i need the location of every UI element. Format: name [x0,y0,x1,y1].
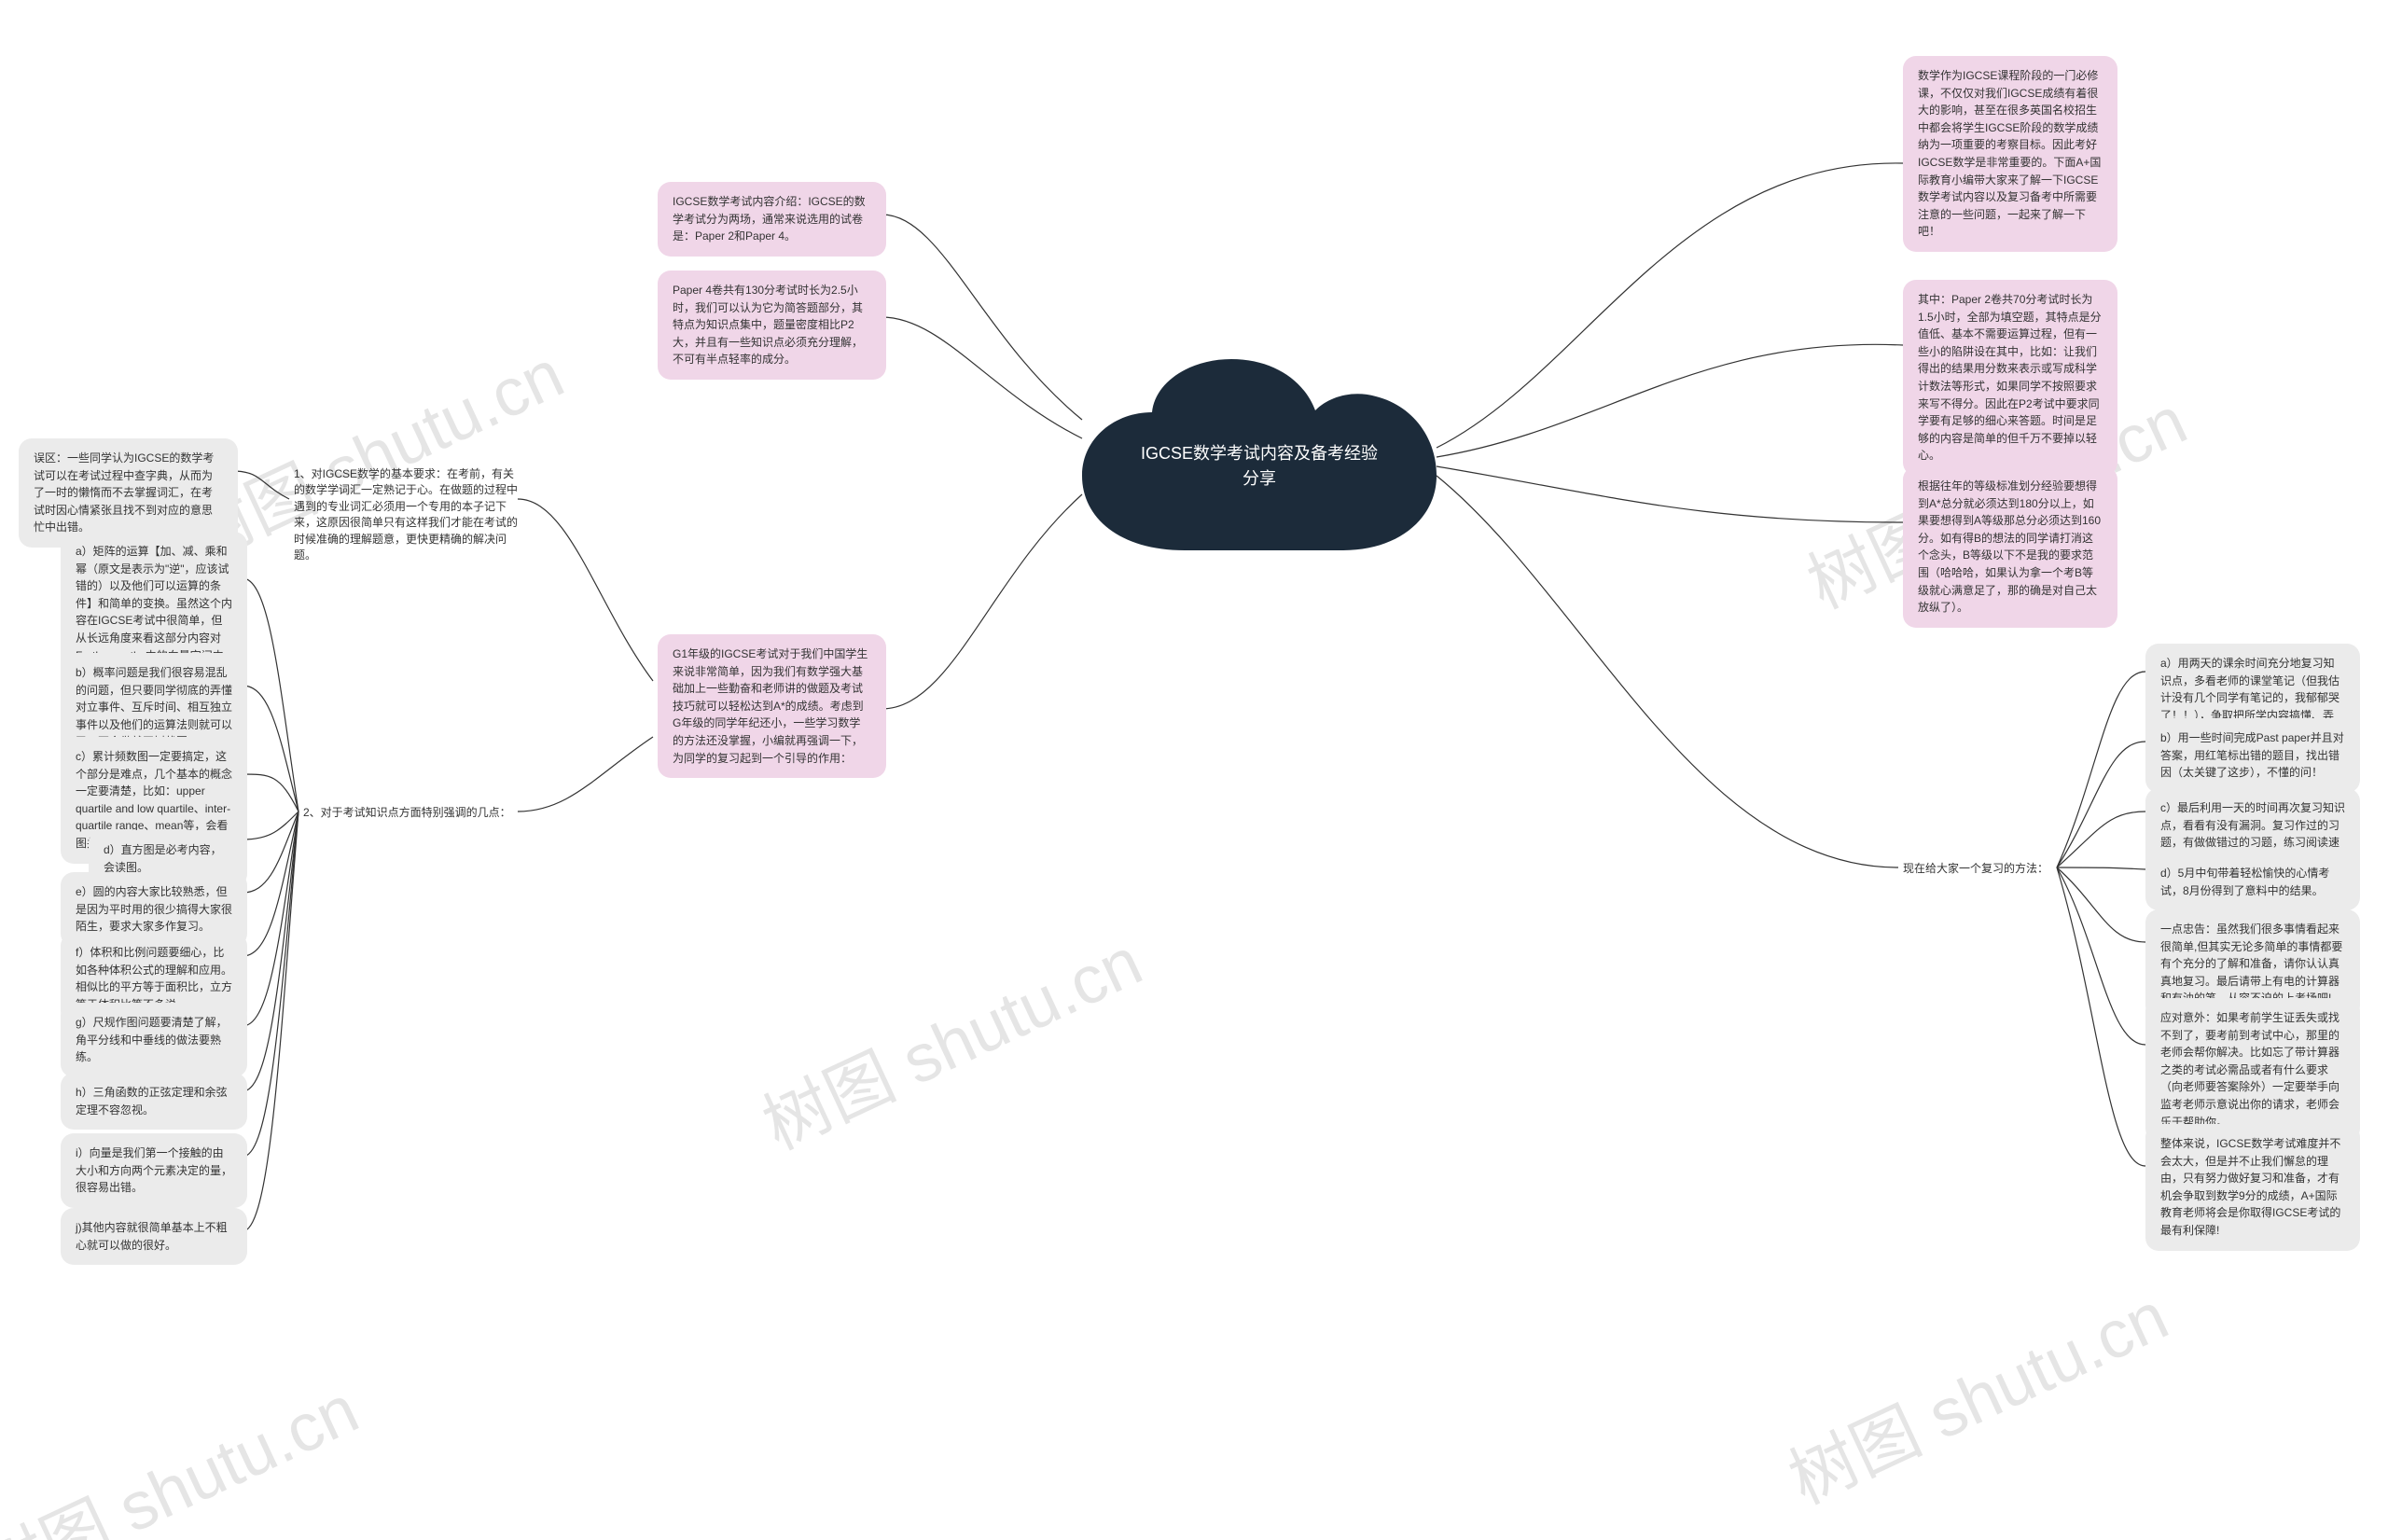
node-method-b: b）用一些时间完成Past paper并且对答案，用红笔标出错的题目，找出错因（… [2145,718,2360,793]
node-right-intro: 数学作为IGCSE课程阶段的一门必修课，不仅仅对我们IGCSE成绩有着很大的影响… [1903,56,2117,252]
node-point-i: i）向量是我们第一个接触的由大小和方向两个元素决定的量，很容易出错。 [61,1133,247,1208]
node-intro: IGCSE数学考试内容介绍：IGCSE的数学考试分为两场，通常来说选用的试卷是：… [658,182,886,257]
node-right-paper2: 其中：Paper 2卷共70分考试时长为1.5小时，全部为填空题，其特点是分值低… [1903,280,2117,476]
node-paper4: Paper 4卷共有130分考试时长为2.5小时，我们可以认为它为简答题部分，其… [658,271,886,380]
label-requirement: 1、对IGCSE数学的基本要求：在考前，有关的数学学词汇一定熟记于心。在做题的过… [294,466,522,563]
node-method-summary: 整体来说，IGCSE数学考试难度并不会太大，但是并不止我们懈怠的理由，只有努力做… [2145,1124,2360,1251]
node-point-h: h）三角函数的正弦定理和余弦定理不容忽视。 [61,1073,247,1130]
mindmap-canvas: 树图 shutu.cn 树图 shutu.cn 树图 shutu.cn 树图 s… [0,0,2388,1540]
node-g1: G1年级的IGCSE考试对于我们中国学生来说非常简单，因为我们有数学强大基础加上… [658,634,886,778]
node-point-j: j)其他内容就很简单基本上不粗心就可以做的很好。 [61,1208,247,1265]
watermark: 树图 shutu.cn [1770,1262,2181,1523]
node-right-grade: 根据往年的等级标准划分经验要想得到A*总分就必须达到180分以上，如果要想得到A… [1903,466,2117,628]
node-point-g: g）尺规作图问题要清楚了解，角平分线和中垂线的做法要熟练。 [61,1003,247,1077]
label-points: 2、对于考试知识点方面特别强调的几点： [303,804,518,820]
root-node-cloud: IGCSE数学考试内容及备考经验分享 [1063,345,1455,588]
watermark: 树图 shutu.cn [744,908,1155,1169]
node-method-tip2: 应对意外：如果考前学生证丢失或找不到了，要考前到考试中心，那里的老师会帮你解决。… [2145,998,2360,1142]
node-method-d: d）5月中旬带着轻松愉快的心情考试，8月份得到了意料中的结果。 [2145,853,2360,910]
label-method: 现在给大家一个复习的方法： [1903,860,2062,876]
watermark: 树图 shutu.cn [0,1355,371,1540]
root-title: IGCSE数学考试内容及备考经验分享 [1138,441,1381,492]
